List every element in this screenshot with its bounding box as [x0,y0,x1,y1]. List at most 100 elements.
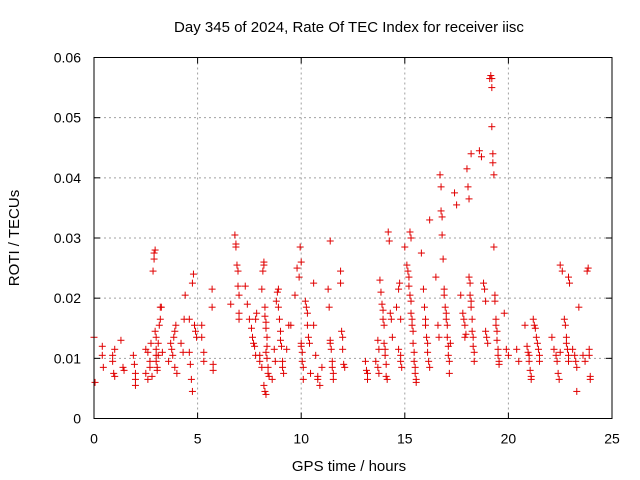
data-point [491,291,499,299]
data-point [173,369,181,377]
data-point [465,195,473,203]
data-point [396,279,404,287]
y-tick-label: 0.04 [54,170,81,186]
data-point [465,273,473,281]
data-point [422,315,430,323]
data-point [526,366,534,374]
data-point [489,159,497,167]
data-point [318,363,326,371]
data-point [382,360,390,368]
data-point [312,351,320,359]
data-point [260,381,268,389]
data-point [558,267,566,275]
data-point [287,321,295,329]
data-point [256,357,264,365]
data-point [495,360,503,368]
data-point [131,375,139,383]
data-point [377,288,385,296]
data-point [276,327,284,335]
data-point [263,333,271,341]
data-point [327,345,335,353]
x-tick-label: 0 [90,431,98,447]
data-point [198,321,206,329]
data-point [147,339,155,347]
data-point [440,291,448,299]
data-point [328,357,336,365]
data-point [484,339,492,347]
data-point [408,321,416,329]
data-point [262,390,270,398]
data-point [268,375,276,383]
data-point [261,387,269,395]
data-point [410,348,418,356]
data-point [209,366,217,374]
x-tick-label: 20 [501,431,517,447]
data-point [297,342,305,350]
data-point [314,375,322,383]
data-point [109,357,117,365]
data-point [144,375,152,383]
data-point [395,345,403,353]
data-point [325,303,333,311]
data-point [493,336,501,344]
data-point [407,297,415,305]
data-point [98,351,106,359]
data-point [487,72,495,80]
data-point [142,369,150,377]
data-point [383,375,391,383]
data-point [432,273,440,281]
data-point [529,315,537,323]
axis-ticks [93,57,613,419]
data-point [235,291,243,299]
data-point [493,327,501,335]
data-point [299,375,307,383]
data-point [374,336,382,344]
data-point [262,324,270,332]
data-point [310,321,318,329]
data-point [151,327,159,335]
data-point [165,357,173,365]
data-point [98,342,106,350]
data-point [249,333,257,341]
data-point [146,363,154,371]
data-point [423,333,431,341]
data-point [461,333,469,341]
data-point [283,345,291,353]
data-point [504,351,512,359]
data-point [264,369,272,377]
data-point [340,360,348,368]
data-point [109,351,117,359]
data-point [420,303,428,311]
data-point [426,216,434,224]
y-tick-label: 0 [73,411,81,427]
data-point [381,345,389,353]
data-point [382,372,390,380]
data-point [548,333,556,341]
data-point [99,363,107,371]
data-point [569,345,577,353]
data-point [245,315,253,323]
data-point [470,357,478,365]
grid-lines [94,57,612,419]
data-point [556,348,564,356]
data-point [261,303,269,311]
data-point [494,351,502,359]
data-point [468,327,476,335]
data-point [91,378,99,386]
data-point [406,228,414,236]
data-point [469,342,477,350]
data-point [144,348,152,356]
data-point [271,357,279,365]
data-point [372,357,380,365]
data-point [564,273,572,281]
data-point [482,327,490,335]
data-point [293,264,301,272]
data-point [272,297,280,305]
data-point [439,255,447,263]
data-point [155,321,163,329]
data-point [307,369,315,377]
data-point [500,309,508,317]
data-point [200,348,208,356]
data-point [341,363,349,371]
data-point [410,357,418,365]
